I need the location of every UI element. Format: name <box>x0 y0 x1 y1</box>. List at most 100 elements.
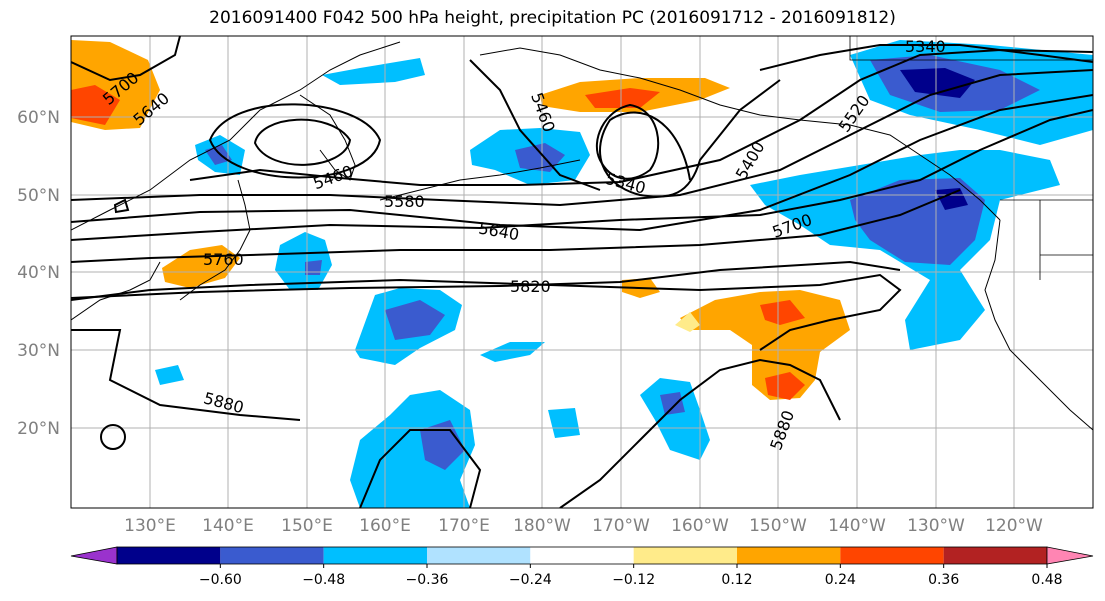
colorbar-tick-label: 0.24 <box>825 572 856 588</box>
height-contours <box>71 36 1093 508</box>
political-borders <box>849 36 1093 280</box>
contour-label: 5340 <box>905 37 946 56</box>
contour-5520 <box>189 48 1093 186</box>
precip-negative-area <box>155 365 184 385</box>
colorbar-ticks: −0.60 −0.48 −0.36 −0.24 −0.12 0.12 0.24 0.36 0.4… <box>199 564 1063 588</box>
precip-positive-light <box>675 312 700 332</box>
contour-5460-ring <box>253 118 352 166</box>
latitude-labels: 60°N 50°N 40°N 30°N 20°N <box>17 108 60 439</box>
contour-5820 <box>71 260 901 299</box>
colorbar-tick-label: −0.60 <box>199 572 242 588</box>
lon-label: 160°E <box>359 516 411 536</box>
contour-5880-hawaii <box>559 358 841 508</box>
precip-positive-area <box>680 290 850 400</box>
precip-positive-core <box>585 88 660 108</box>
contour-label: 5820 <box>510 277 551 296</box>
contour-label: 5760 <box>203 250 244 269</box>
map-title: 2016091400 F042 500 hPa height, precipit… <box>209 8 896 28</box>
map-frame <box>70 35 1094 509</box>
colorbar-bin <box>323 547 427 564</box>
contour-small-ring <box>113 198 130 214</box>
precip-negative-area <box>480 342 545 362</box>
lon-label: 130°E <box>124 516 176 536</box>
lon-label: 140°W <box>828 516 886 536</box>
colorbar-tick-label: 0.36 <box>928 572 959 588</box>
contour-5460-outer <box>208 103 382 179</box>
lat-label: 50°N <box>17 186 60 206</box>
contour-5340-ne <box>759 44 1093 71</box>
coastlines <box>71 41 1093 431</box>
colorbar-tick-label: −0.48 <box>302 572 345 588</box>
colorbar-extend-high <box>1046 546 1094 565</box>
lon-label: 150°W <box>749 516 807 536</box>
colorbar-tick-label: −0.12 <box>612 572 655 588</box>
contour-5700 <box>71 109 1093 241</box>
precip-negative-area <box>640 378 710 460</box>
colorbar-tick-label: −0.36 <box>406 572 449 588</box>
precip-negative-core <box>205 145 232 165</box>
precip-positive-core <box>71 85 120 125</box>
lon-label: 170°W <box>592 516 650 536</box>
precip-negative-core <box>305 260 322 275</box>
colorbar-extend-low <box>70 546 118 565</box>
contour-5340 <box>595 103 660 180</box>
alaska-coast <box>479 47 1001 221</box>
precip-negative-area <box>322 58 425 85</box>
colorbar-bin <box>427 547 531 564</box>
colorbar-bins <box>116 546 1048 565</box>
korea-china-coast <box>71 261 161 321</box>
lon-label: 160°W <box>671 516 729 536</box>
lat-label: 30°N <box>17 341 60 361</box>
lat-label: 20°N <box>17 419 60 439</box>
lat-label: 60°N <box>17 108 60 128</box>
contour-5880-north <box>71 273 902 351</box>
lon-label: 170°E <box>438 516 490 536</box>
longitude-labels: 130°E 140°E 150°E 160°E 170°E 180°W 170°… <box>124 516 1043 536</box>
precip-negative-core <box>515 143 565 172</box>
colorbar-bin <box>633 547 737 564</box>
precip-shading <box>71 40 1093 508</box>
colorbar-tick-label: −0.24 <box>509 572 552 588</box>
contour-5580 <box>71 69 1093 207</box>
contour-5880-west <box>359 429 482 508</box>
colorbar-bin <box>117 547 221 564</box>
precip-negative-core <box>420 420 465 470</box>
lat-label: 40°N <box>17 263 60 283</box>
kamchatka-coast <box>299 94 356 181</box>
contour-5640 <box>71 94 1093 232</box>
precip-negative-area <box>350 390 475 508</box>
contour-5760 <box>71 189 961 263</box>
contour-5880-small-ring <box>100 424 126 450</box>
precip-negative-max <box>935 188 968 210</box>
asia-coast <box>71 41 401 231</box>
contour-5880-south <box>71 329 301 421</box>
lon-label: 120°W <box>985 516 1043 536</box>
north-america-coast <box>984 219 1093 431</box>
colorbar-bin <box>220 547 324 564</box>
graticule <box>71 36 1093 508</box>
contour-5460-alaska <box>469 59 601 191</box>
japan-coast <box>179 179 251 301</box>
precip-positive-core <box>760 300 805 325</box>
precip-positive-core <box>765 372 805 400</box>
lon-label: 180°W <box>513 516 571 536</box>
contour-5700-nw <box>71 36 181 82</box>
colorbar-bin <box>943 547 1047 564</box>
colorbar-bin <box>840 547 944 564</box>
colorbar: −0.60 −0.48 −0.36 −0.24 −0.12 0.12 0.24 0.36 0.4… <box>70 546 1094 588</box>
lon-label: 150°E <box>281 516 333 536</box>
contour-label: 5580 <box>384 192 425 211</box>
precip-negative-area <box>548 408 580 438</box>
precip-negative-area <box>275 232 332 290</box>
precip-negative-max <box>900 68 975 98</box>
colorbar-bin <box>530 547 634 564</box>
colorbar-tick-label: 0.12 <box>721 572 752 588</box>
aleutian-chain <box>379 159 581 201</box>
precip-negative-core <box>660 392 685 415</box>
colorbar-bin <box>737 547 841 564</box>
lon-label: 130°W <box>907 516 965 536</box>
lon-label: 140°E <box>202 516 254 536</box>
colorbar-tick-label: 0.48 <box>1031 572 1062 588</box>
precip-negative-core <box>385 300 445 340</box>
